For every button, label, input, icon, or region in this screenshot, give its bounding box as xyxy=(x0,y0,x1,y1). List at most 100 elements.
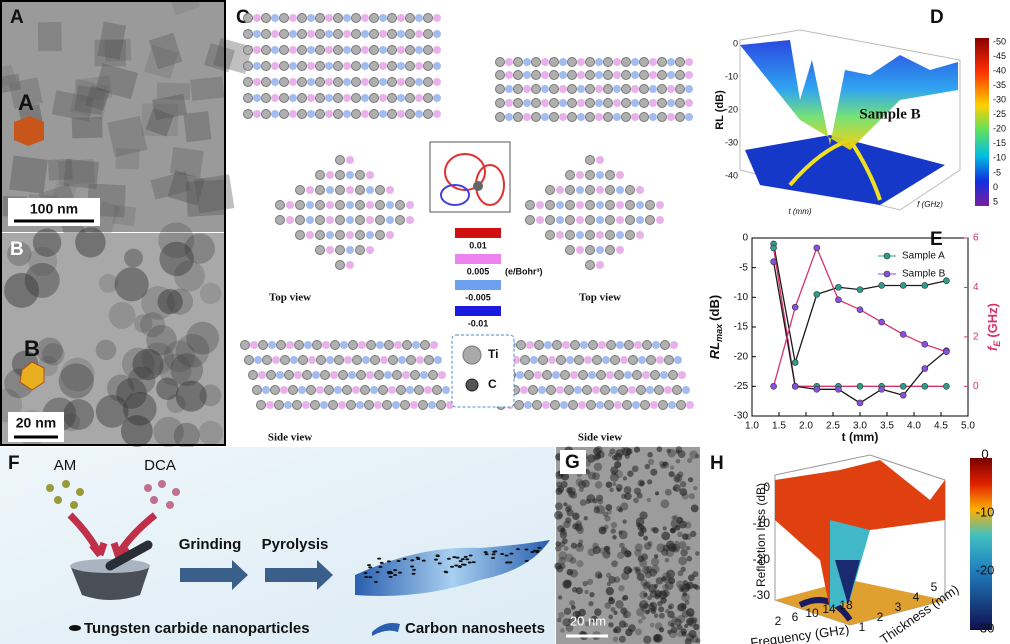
particle xyxy=(647,452,653,458)
particle xyxy=(465,558,469,560)
charge-lobe xyxy=(523,58,531,66)
colorbar-tick-label: -10 xyxy=(993,153,1006,163)
x-tick-label: 4.5 xyxy=(934,421,948,432)
charge-lobe xyxy=(307,14,315,22)
particle xyxy=(633,566,637,570)
particle xyxy=(689,493,695,499)
atom xyxy=(651,371,660,380)
particle xyxy=(186,180,226,217)
atom xyxy=(280,30,289,39)
atom xyxy=(401,401,410,410)
y-tick-label: 4 xyxy=(913,590,920,604)
charge-lobe xyxy=(397,46,405,54)
charge-lobe xyxy=(536,216,544,224)
charge-lobe xyxy=(253,78,261,86)
atom xyxy=(586,156,595,165)
charge-lobe xyxy=(686,401,694,409)
colorbar-tick-label: -50 xyxy=(993,36,1006,46)
atom xyxy=(376,186,385,195)
charge-lobe xyxy=(656,356,664,364)
particle xyxy=(592,498,597,503)
particle xyxy=(563,521,570,528)
charge-lobe xyxy=(631,113,639,121)
atom xyxy=(526,201,535,210)
atom xyxy=(424,46,433,55)
particle xyxy=(685,533,692,540)
atom xyxy=(262,62,271,71)
charge-lobe xyxy=(610,386,618,394)
particle xyxy=(608,614,613,619)
charge-lobe xyxy=(325,46,333,54)
charge-lobe xyxy=(541,99,549,107)
charge-lobe xyxy=(649,85,657,93)
charge-lobe xyxy=(559,58,567,66)
series-line xyxy=(774,262,947,403)
level-swatch xyxy=(455,228,501,238)
charge-lobe xyxy=(343,14,351,22)
atom xyxy=(244,46,253,55)
atom xyxy=(296,216,305,225)
particle xyxy=(619,530,628,539)
y2-tick-label: 0 xyxy=(973,381,979,392)
atom xyxy=(586,113,595,122)
atom xyxy=(532,71,541,80)
atom xyxy=(383,401,392,410)
atom xyxy=(298,62,307,71)
atom xyxy=(370,110,379,119)
atom-label: Ti xyxy=(488,347,498,361)
particle xyxy=(651,565,659,573)
charge-lobe xyxy=(271,110,279,118)
atom xyxy=(419,401,428,410)
charge-lobe xyxy=(366,216,374,224)
particle xyxy=(556,566,563,573)
panel-d: D RL (dB) Sample B t (mm) f (GHz) -50-45… xyxy=(714,7,1006,216)
legend-marker xyxy=(884,271,890,277)
charge-lobe xyxy=(646,386,654,394)
atom xyxy=(569,401,578,410)
charge-lobe xyxy=(562,341,570,349)
charge-lobe xyxy=(616,216,624,224)
atom xyxy=(593,356,602,365)
charge-lobe xyxy=(620,356,628,364)
particle xyxy=(614,461,621,468)
atom xyxy=(415,386,424,395)
charge-lobe xyxy=(559,113,567,121)
particle xyxy=(75,227,105,257)
charge-lobe xyxy=(361,78,369,86)
particle xyxy=(658,606,664,612)
atom xyxy=(406,30,415,39)
charge-lobe xyxy=(523,85,531,93)
atom xyxy=(296,231,305,240)
particle xyxy=(647,479,652,484)
x-axis-label: t (mm) xyxy=(842,430,879,444)
colorbar-tick-label: 5 xyxy=(993,196,998,206)
charge-lobe xyxy=(438,371,446,379)
atom xyxy=(568,71,577,80)
y-tick-label: 1 xyxy=(859,620,866,634)
atom xyxy=(406,110,415,119)
particle xyxy=(537,547,541,549)
charge-lobe xyxy=(271,14,279,22)
charge-lobe xyxy=(556,386,564,394)
atom xyxy=(356,171,365,180)
atom xyxy=(543,371,552,380)
atom xyxy=(526,216,535,225)
charge-lobe xyxy=(595,71,603,79)
particle xyxy=(615,600,623,608)
annotation: Sample B xyxy=(859,106,920,122)
atom xyxy=(606,201,615,210)
particle xyxy=(484,551,488,553)
charge-lobe xyxy=(379,94,387,102)
charge-lobe xyxy=(271,30,279,38)
charge-lobe xyxy=(397,78,405,86)
particle xyxy=(597,574,602,579)
level-swatch xyxy=(455,254,501,264)
atom xyxy=(514,99,523,108)
charge-lobe xyxy=(397,30,405,38)
colorbar-tick-label: -15 xyxy=(993,138,1006,148)
charge-lobe xyxy=(258,371,266,379)
atom xyxy=(334,14,343,23)
charge-lobe xyxy=(290,356,298,364)
charge-lobe xyxy=(667,58,675,66)
charge-lobe xyxy=(577,58,585,66)
